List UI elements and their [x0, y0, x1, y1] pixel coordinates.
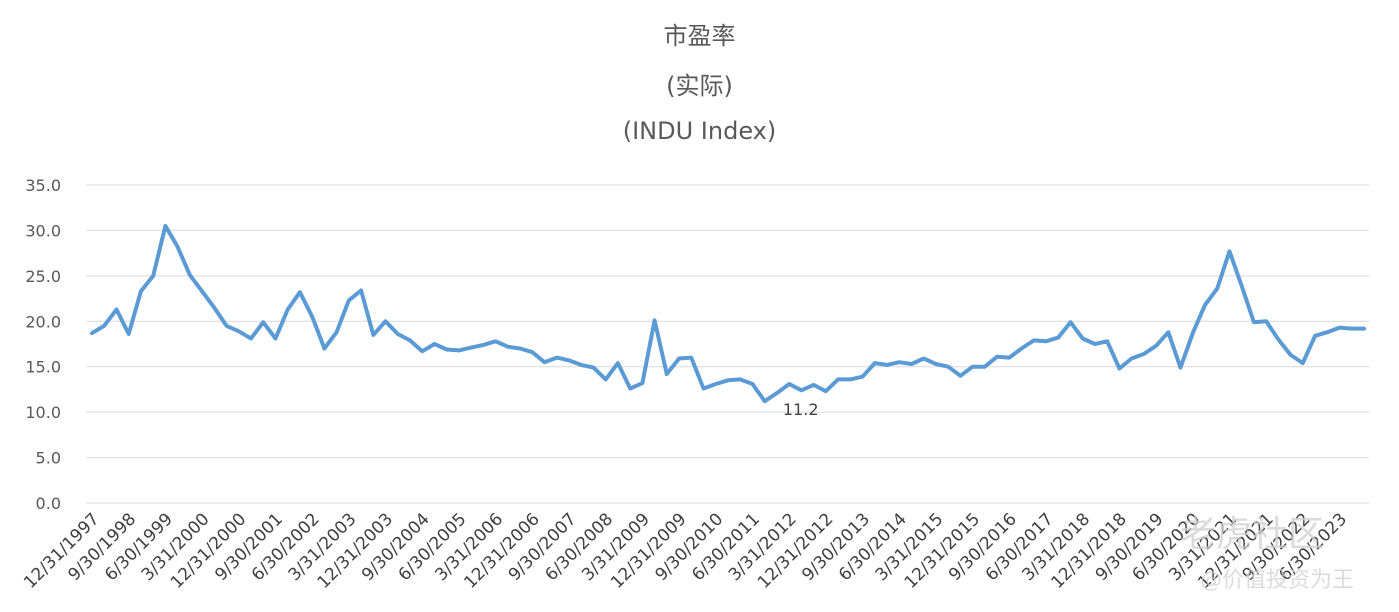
- chart-title: 市盈率: [663, 22, 736, 50]
- y-tick-label: 0.0: [36, 494, 61, 513]
- chart-subtitle: (实际): [666, 72, 733, 100]
- y-tick-label: 15.0: [25, 358, 61, 377]
- y-tick-label: 25.0: [25, 267, 61, 286]
- y-axis-ticks: 0.0 5.0 10.0 15.0 20.0 25.0 30.0 35.0: [25, 176, 61, 513]
- watermark-handle: @价值投资为王: [1200, 568, 1355, 593]
- series-line: [90, 223, 1366, 404]
- y-tick-label: 10.0: [25, 403, 61, 422]
- watermark-logo-text: 老虎社区: [1180, 514, 1325, 555]
- chart-subtitle-index: (INDU Index): [622, 117, 777, 145]
- data-label: 11.2: [783, 400, 819, 419]
- gridlines: [86, 184, 1369, 504]
- y-tick-label: 20.0: [25, 312, 61, 331]
- x-axis-ticks: 12/31/19979/30/19986/30/19993/31/200012/…: [20, 509, 1351, 592]
- y-tick-label: 30.0: [25, 221, 61, 240]
- pe-series-line: [90, 223, 1366, 404]
- y-tick-label: 35.0: [25, 176, 61, 195]
- y-tick-label: 5.0: [36, 449, 61, 468]
- data-labels: 11.2: [783, 400, 819, 419]
